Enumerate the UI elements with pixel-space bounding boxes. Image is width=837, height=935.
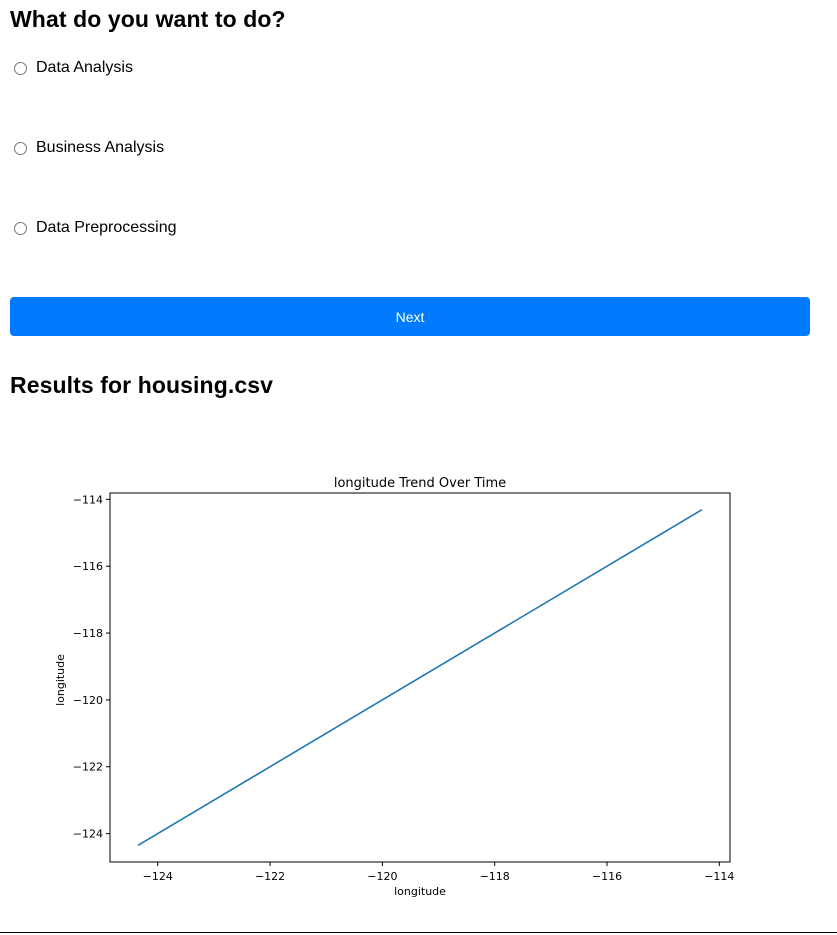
y-tick-label: −118: [73, 627, 103, 640]
option-data-preprocessing[interactable]: Data Preprocessing: [14, 219, 177, 237]
x-tick-label: −118: [480, 870, 510, 883]
x-tick-label: −114: [704, 870, 734, 883]
radio-button[interactable]: [14, 141, 27, 155]
line-chart: longitude Trend Over Time −124 −122 −120 −1…: [40, 460, 760, 910]
x-tick-label: −124: [143, 870, 173, 883]
y-axis-label: longitude: [54, 654, 67, 706]
chart-canvas: longitude Trend Over Time −124 −122 −120 −1…: [54, 476, 734, 898]
question-title: What do you want to do?: [10, 6, 286, 32]
series-line: [137, 509, 703, 846]
x-tick-label: −116: [592, 870, 622, 883]
x-tick-label: −120: [367, 870, 397, 883]
results-title: Results for housing.csv: [10, 372, 274, 398]
option-label: Data Preprocessing: [36, 219, 177, 236]
x-tick-label: −122: [255, 870, 285, 883]
y-tick-label: −120: [73, 694, 103, 707]
radio-button[interactable]: [14, 61, 27, 75]
y-tick-label: −114: [73, 493, 103, 506]
option-label: Business Analysis: [36, 139, 165, 156]
y-tick-label: −116: [73, 560, 103, 573]
chart-title: longitude Trend Over Time: [334, 476, 506, 491]
divider: [0, 932, 837, 933]
option-business-analysis[interactable]: Business Analysis: [14, 139, 164, 157]
y-tick-label: −122: [73, 761, 103, 774]
plot-area: −124 −122 −120 −118 −116 −114 −124 −122 −120 −118…: [73, 492, 734, 883]
y-tick-label: −124: [73, 828, 103, 841]
plot-frame: [109, 492, 731, 863]
option-data-analysis[interactable]: Data Analysis: [14, 59, 133, 77]
next-button[interactable]: Next: [10, 297, 810, 336]
x-axis-label: longitude: [394, 885, 446, 898]
option-label: Data Analysis: [36, 59, 133, 76]
radio-button[interactable]: [14, 221, 27, 235]
